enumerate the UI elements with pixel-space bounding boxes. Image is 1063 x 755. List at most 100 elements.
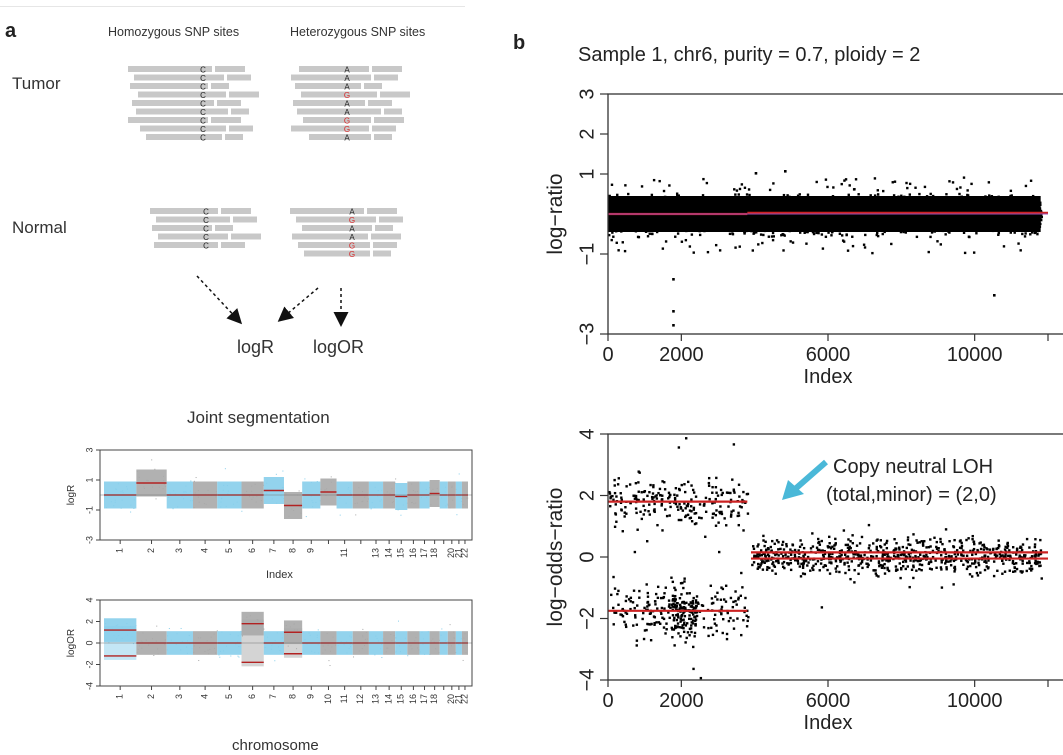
data-point: [367, 498, 369, 500]
data-point: [608, 233, 611, 237]
data-point: [736, 617, 739, 620]
data-point: [432, 488, 434, 490]
data-point: [672, 598, 675, 601]
data-point: [136, 470, 138, 472]
data-point: [616, 592, 619, 596]
data-point: [456, 514, 458, 516]
read-bar: [292, 233, 368, 240]
data-point: [838, 570, 841, 574]
data-point: [801, 572, 805, 575]
data-point: [285, 625, 287, 627]
data-point: [743, 610, 746, 614]
data-point: [690, 630, 693, 634]
data-point: [419, 651, 421, 653]
x-tick-label: 9: [306, 548, 316, 553]
data-point: [157, 653, 159, 655]
data-point: [237, 635, 239, 637]
data-point: [167, 635, 169, 637]
data-point: [746, 512, 750, 515]
data-point: [827, 231, 830, 234]
data-point: [648, 503, 651, 506]
x-tick-label: 8: [287, 694, 297, 699]
data-point: [410, 645, 412, 647]
data-point: [721, 491, 724, 495]
data-point: [266, 636, 268, 638]
data-point: [612, 606, 615, 610]
data-point: [853, 568, 856, 572]
data-point: [435, 648, 437, 650]
arrow-het-to-logr: [277, 287, 319, 322]
data-point: [450, 645, 452, 647]
outlier-point: [718, 550, 721, 554]
data-point: [721, 631, 724, 635]
x-tick-label: 6: [247, 694, 257, 699]
data-point: [727, 619, 731, 623]
data-point: [898, 548, 901, 551]
x-tick-label: 7: [268, 548, 278, 553]
data-point: [251, 485, 253, 487]
data-point: [738, 495, 741, 498]
data-point: [439, 639, 441, 641]
data-point: [407, 655, 409, 657]
data-point: [394, 482, 396, 484]
y-tick-label: -4: [84, 682, 94, 690]
data-point: [460, 500, 462, 502]
data-point: [415, 637, 417, 639]
data-point: [939, 243, 943, 246]
data-point: [364, 496, 366, 498]
data-point: [977, 563, 981, 567]
data-point: [987, 566, 990, 569]
read-bar: [380, 91, 410, 98]
data-point: [691, 599, 695, 603]
data-point: [121, 499, 123, 501]
data-point: [646, 494, 649, 498]
data-point: [317, 644, 319, 646]
data-point: [221, 631, 223, 633]
data-point: [694, 601, 698, 604]
data-point: [613, 478, 616, 482]
data-point: [240, 630, 242, 632]
data-point: [1012, 570, 1015, 573]
data-point: [237, 655, 239, 657]
data-point: [1003, 570, 1007, 573]
data-point: [661, 480, 664, 483]
data-point: [331, 646, 333, 648]
outlier-point: [993, 294, 996, 297]
data-point: [716, 494, 720, 497]
data-point: [639, 510, 642, 513]
data-point: [693, 615, 696, 619]
data-point: [688, 614, 691, 617]
read-bar: [309, 134, 371, 140]
data-point: [933, 536, 936, 539]
read-bar: [372, 125, 396, 132]
y-tick-label: 0: [576, 551, 598, 562]
data-point: [1002, 245, 1006, 248]
data-point: [348, 647, 350, 649]
data-point: [857, 556, 860, 559]
data-point: [876, 549, 880, 553]
data-point: [987, 181, 991, 184]
data-point: [710, 626, 713, 630]
data-point: [400, 514, 402, 516]
data-point: [393, 635, 395, 637]
data-point: [1009, 555, 1012, 558]
data-point: [714, 497, 717, 501]
data-point: [872, 569, 875, 572]
data-point: [700, 604, 704, 607]
data-point: [904, 555, 908, 558]
data-point: [886, 568, 889, 571]
data-point: [743, 230, 746, 234]
data-point: [1021, 232, 1024, 236]
data-point: [827, 546, 830, 549]
snp-base: C: [200, 66, 206, 75]
data-point: [451, 486, 453, 488]
data-point: [729, 596, 733, 600]
data-point: [995, 554, 999, 557]
data-point: [611, 494, 614, 498]
data-points: [608, 170, 1044, 327]
data-point: [821, 553, 825, 557]
data-point: [740, 633, 743, 637]
data-point: [628, 483, 632, 486]
data-point: [683, 577, 686, 580]
data-point: [994, 553, 997, 557]
